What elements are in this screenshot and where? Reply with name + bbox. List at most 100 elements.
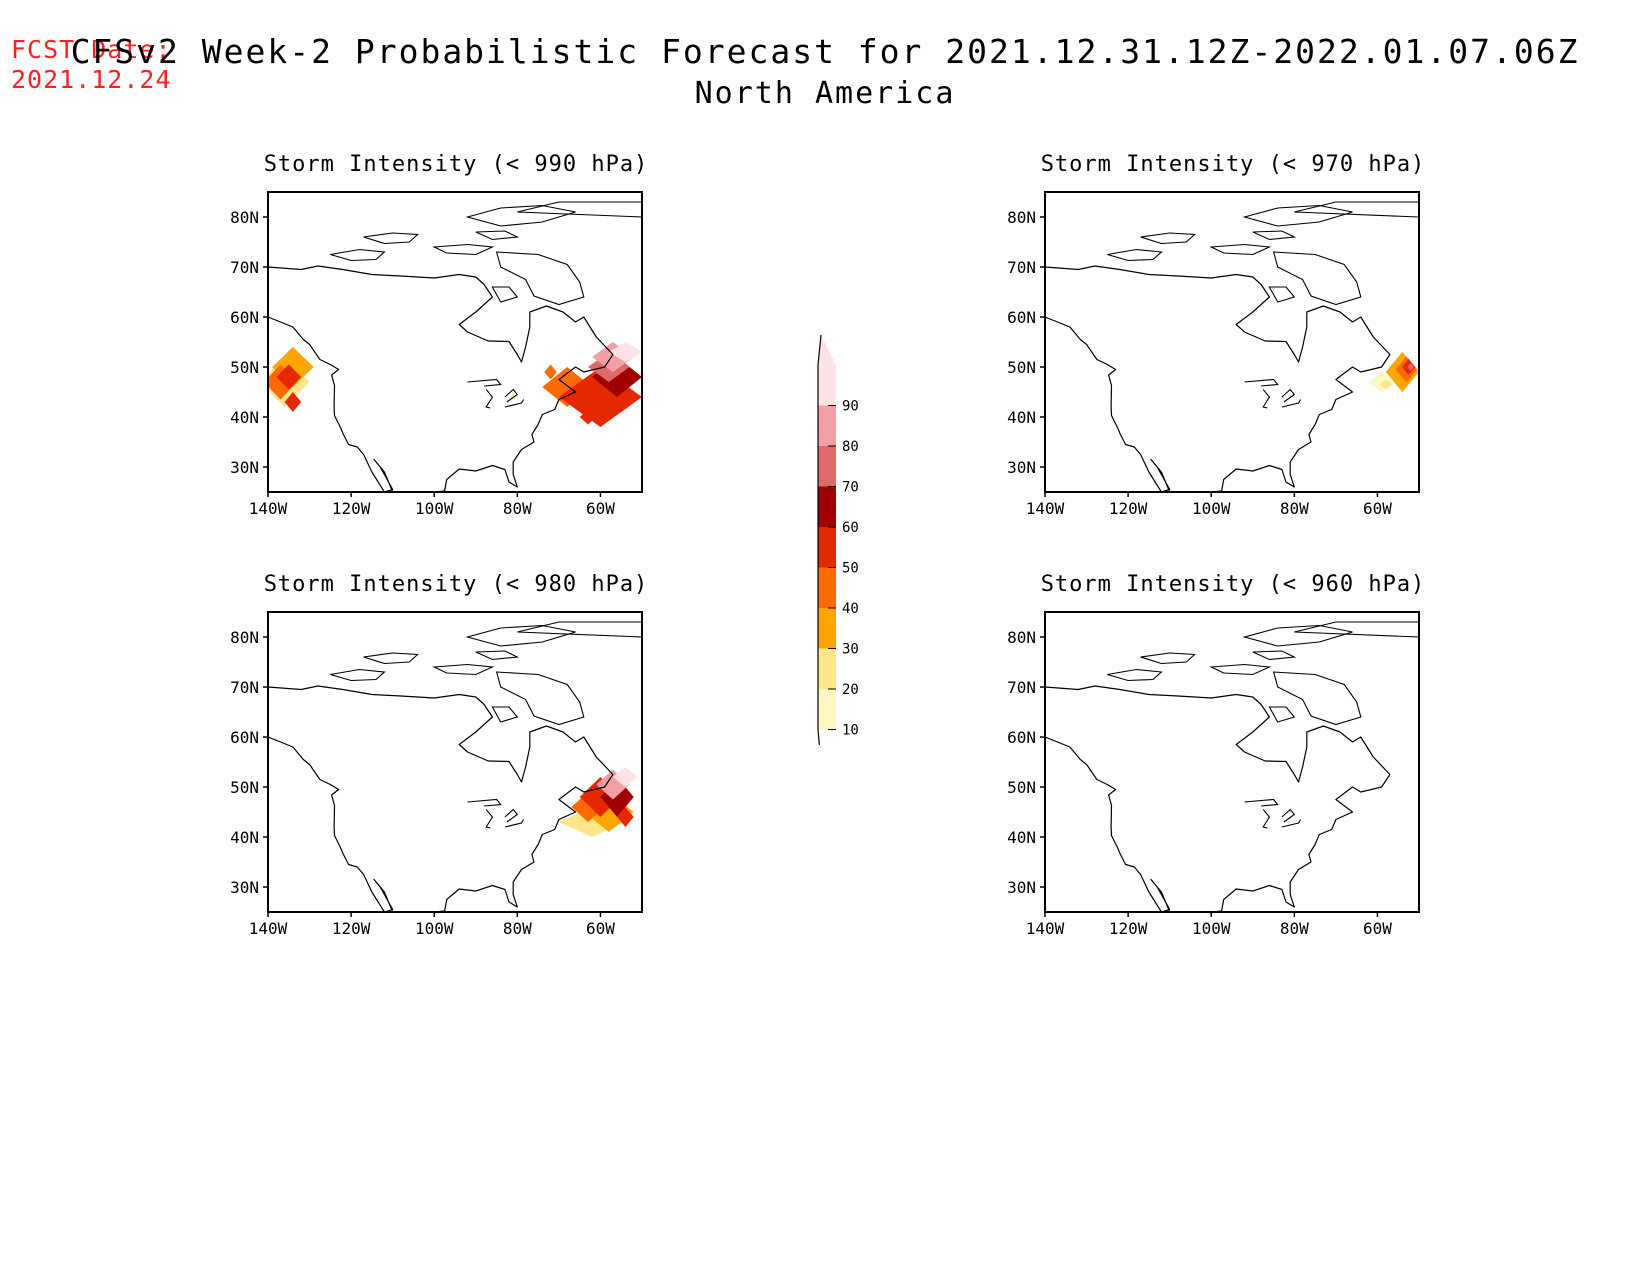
lat-tick-label: 40N [1007,408,1036,427]
island-outline [1294,201,1419,218]
lat-tick-label: 80N [1007,208,1036,227]
island-outline [330,668,386,682]
main-title: CFSv2 Week-2 Probabilistic Forecast for … [70,32,1580,71]
colorbar-label: 80 [842,439,859,455]
probability-cell [276,364,302,390]
lat-tick-label: 40N [230,828,259,847]
lon-tick-label: 60W [1363,919,1392,938]
colorbar-swatch [818,365,836,406]
lat-tick-label: 60N [230,308,259,327]
lon-tick-label: 80W [1280,919,1309,938]
map-frame [1044,191,1420,493]
map-panel-960: 80N 70N 60N 50N 40N 30N 140W 120W 100W 80W 60W [1007,611,1420,938]
coastline [268,685,614,912]
lat-tick-label: 40N [1007,828,1036,847]
lon-tick-label: 60W [586,919,615,938]
colorbar-label: 40 [842,601,859,617]
panel-title-980: Storm Intensity (< 980 hPa) [263,572,649,597]
probability-cell [612,767,638,787]
island-outline [1242,624,1353,647]
lon-tick-label: 60W [1363,499,1392,518]
lon-tick-label: 140W [1026,919,1065,938]
lon-tick-label: 80W [503,499,532,518]
lake-outline [485,389,494,409]
island-outline [517,621,642,638]
lake-outline [1281,388,1296,403]
colorbar-label: 10 [842,723,859,739]
coastline [1045,265,1391,492]
lon-tick-label: 100W [1192,499,1231,518]
lake-outline [1281,819,1302,828]
lake-outline [504,388,519,403]
island-outline [495,671,585,726]
lat-tick-label: 30N [230,458,259,477]
panel-title-970: Storm Intensity (< 970 hPa) [1040,152,1426,177]
lat-tick-label: 50N [230,358,259,377]
lat-tick-label: 50N [1007,358,1036,377]
lon-tick-label: 80W [1280,499,1309,518]
lon-tick-label: 140W [249,919,288,938]
colorbar-swatch [818,567,836,608]
island-outline [1294,621,1419,638]
probability-cell [558,807,626,837]
island-outline [1140,232,1196,245]
colorbar-bottom-cap [818,729,836,745]
lake-outline [1244,378,1279,387]
island-outline [495,251,585,306]
island-outline [1252,650,1297,661]
island-outline [1140,652,1196,665]
lat-tick-label: 70N [230,678,259,697]
colorbar-swatch [818,446,836,487]
lon-tick-label: 140W [249,499,288,518]
probability-cell [1407,363,1414,371]
lake-outline [1262,809,1271,829]
lon-tick-label: 120W [1109,499,1148,518]
lon-tick-label: 100W [415,919,454,938]
probability-cell [592,357,642,397]
island-outline [330,248,386,262]
island-outline [1209,663,1272,676]
colorbar-label: 50 [842,561,859,577]
lat-tick-label: 70N [230,258,259,277]
lat-tick-label: 30N [230,878,259,897]
island-outline [363,232,419,245]
coastline [268,265,614,492]
lake-outline [504,399,525,408]
lon-tick-label: 60W [586,499,615,518]
map-frame [267,611,643,913]
coastline [1045,685,1391,912]
island-outline [475,650,520,661]
colorbar-swatch [818,486,836,527]
island-outline [475,230,520,241]
lat-tick-label: 50N [230,778,259,797]
colorbar-label: 30 [842,642,859,658]
island-outline [1268,286,1296,303]
probability-cell [617,807,634,827]
lat-tick-label: 40N [230,408,259,427]
lat-tick-label: 80N [1007,628,1036,647]
lake-outline [1244,798,1279,807]
lon-tick-label: 100W [415,499,454,518]
lat-tick-label: 70N [1007,258,1036,277]
colorbar-top-cap [818,335,836,365]
map-frame [267,191,643,493]
colorbar-swatch [818,405,836,446]
colorbar-label: 20 [842,682,859,698]
island-outline [432,663,495,676]
map-panel-990: 80N 70N 60N 50N 40N 30N 140W 120W 100W 80W 60W [230,191,643,518]
lon-tick-label: 120W [332,919,371,938]
colorbar-swatch [818,527,836,568]
lat-tick-label: 30N [1007,458,1036,477]
island-outline [517,201,642,218]
lake-outline [504,819,525,828]
lat-tick-label: 60N [230,728,259,747]
island-outline [1107,248,1163,262]
probability-cell [544,364,557,380]
lake-outline [1281,808,1296,823]
lon-tick-label: 80W [503,919,532,938]
island-outline [1107,668,1163,682]
lake-outline [504,808,519,823]
region-subtitle: North America [694,76,956,111]
probability-cell [284,392,302,412]
lat-tick-label: 30N [1007,878,1036,897]
